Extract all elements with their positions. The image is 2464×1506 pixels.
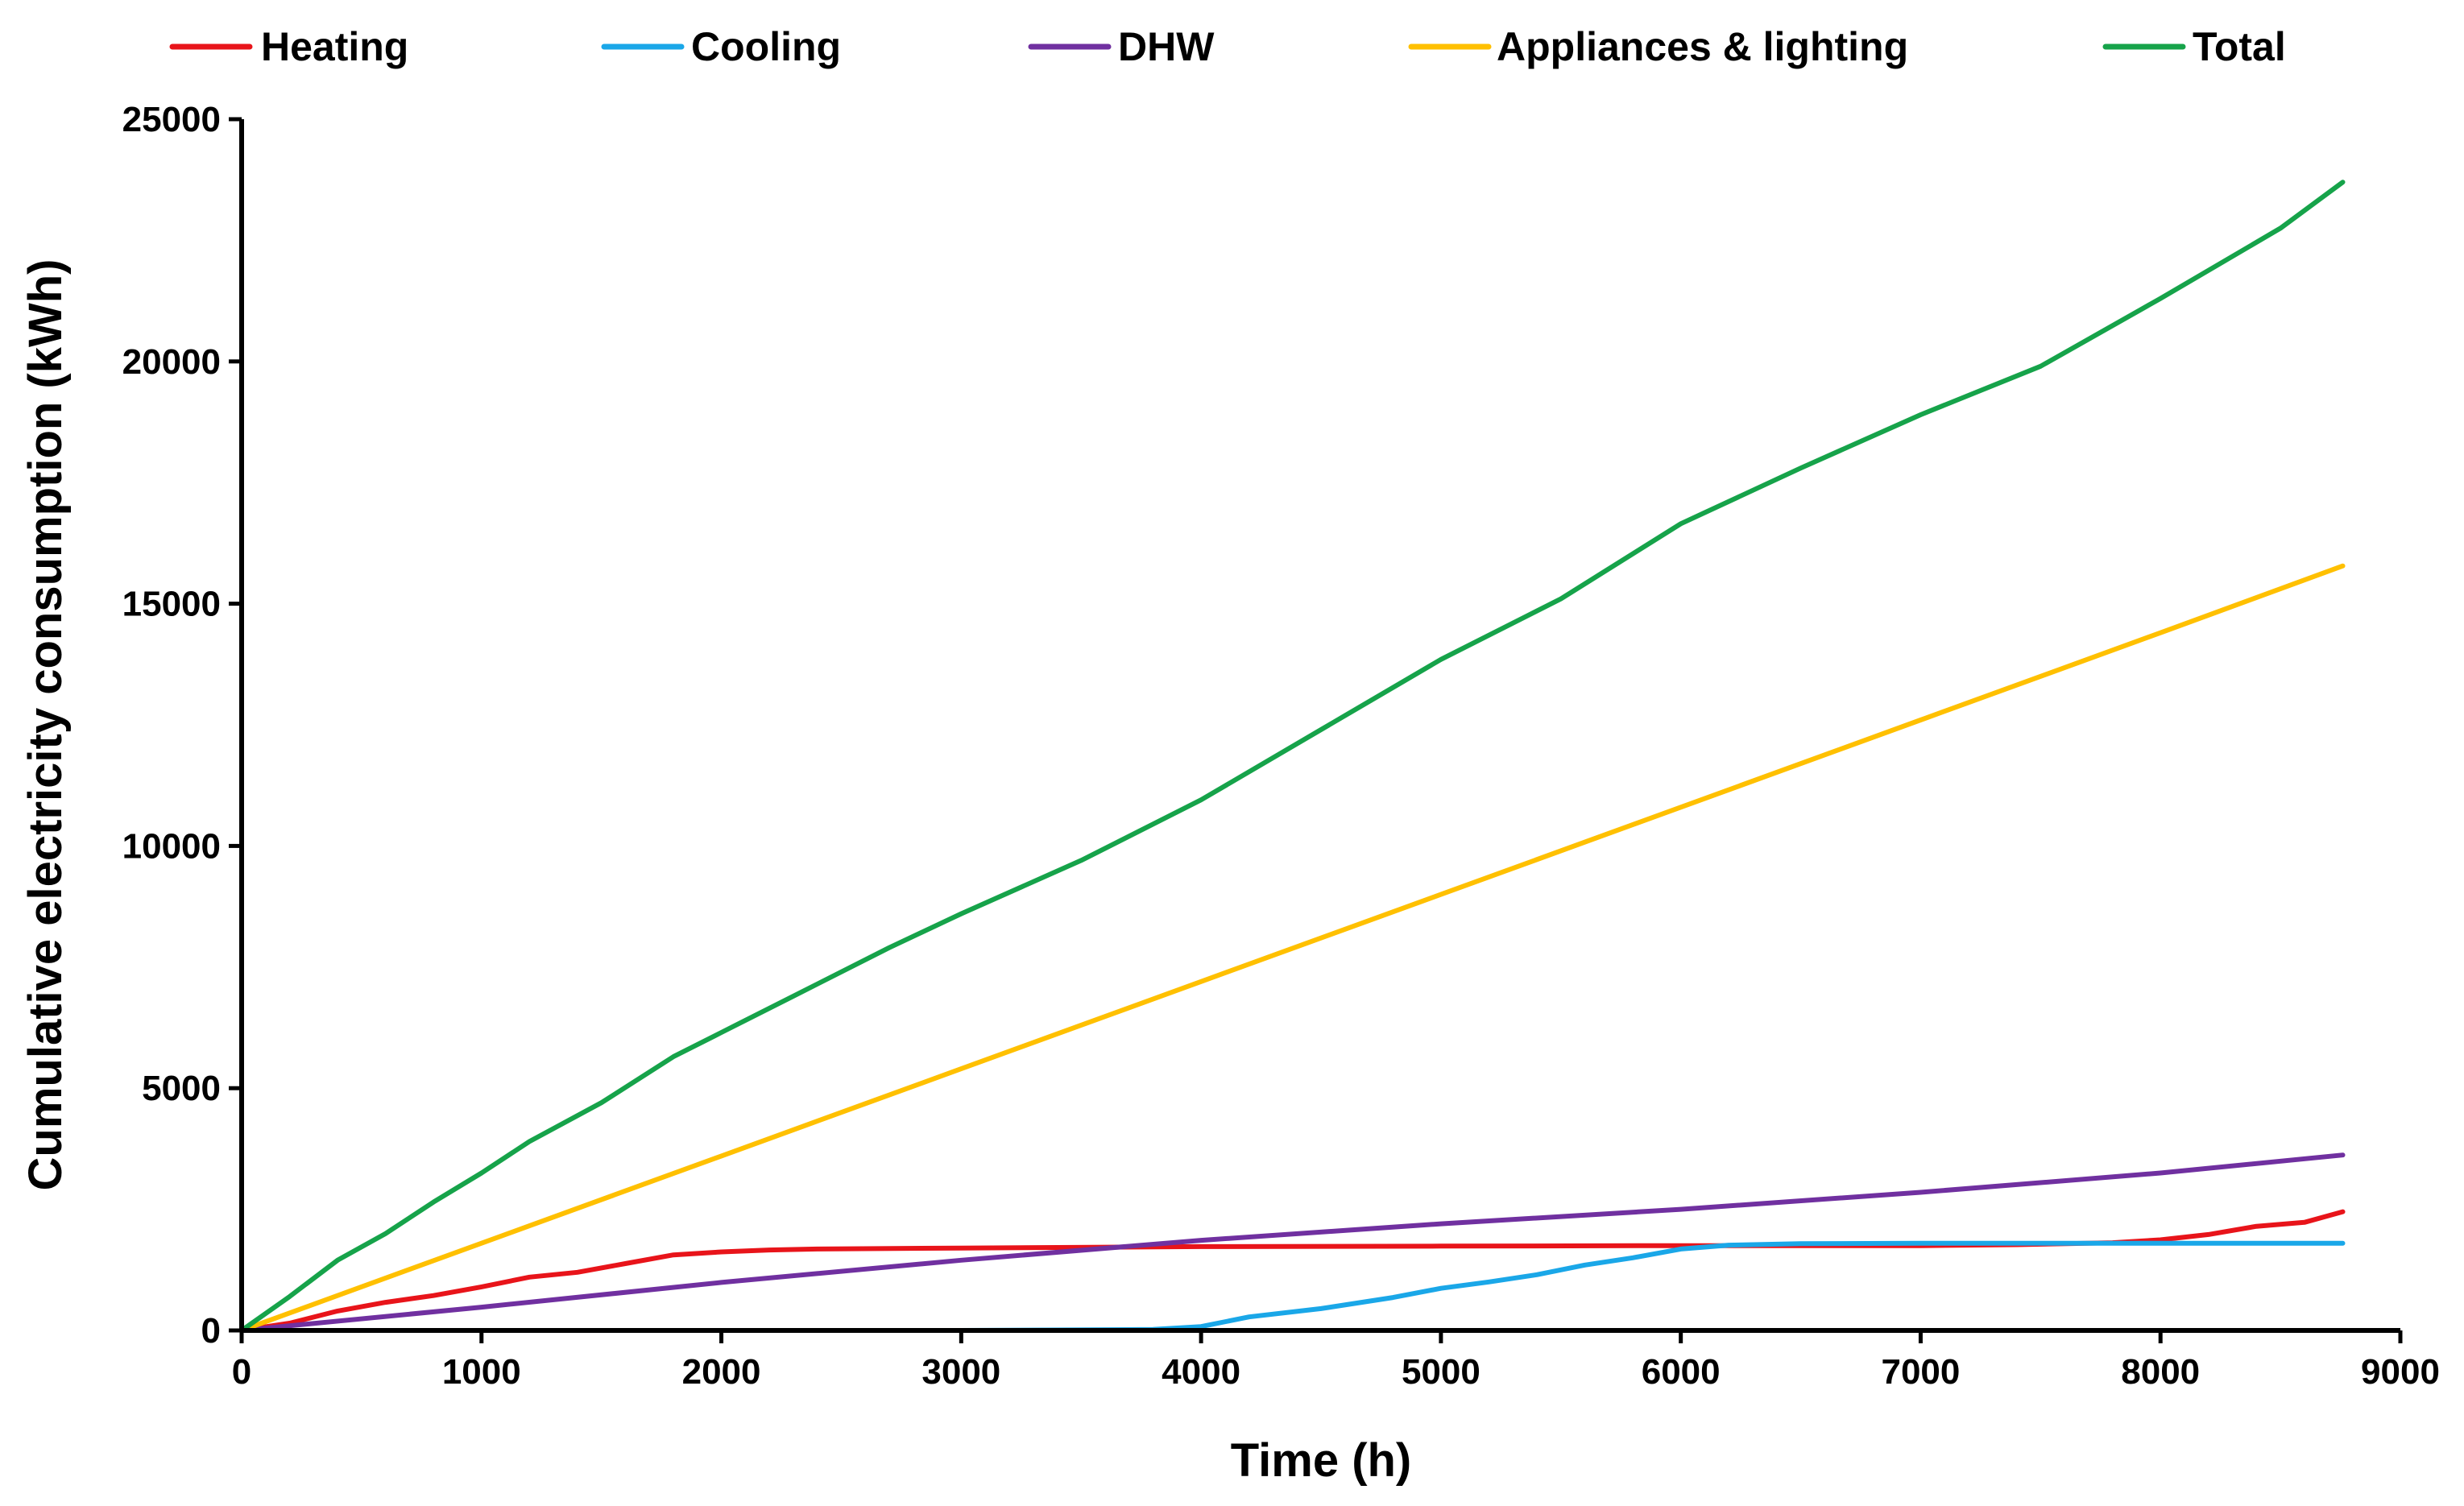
axes xyxy=(239,119,2400,1333)
series-line-heating xyxy=(239,1209,2346,1333)
x-tick-label: 9000 xyxy=(2361,1352,2440,1392)
legend-label: Total xyxy=(2193,24,2286,69)
y-tick-label: 10000 xyxy=(122,826,221,866)
ticks: 0 5000 10000 15000 20000 25000 0 1000 2000 3000 40… xyxy=(122,100,2440,1392)
legend-label: Heating xyxy=(261,24,408,69)
x-tick-label: 1000 xyxy=(442,1352,521,1392)
series-line-dhw xyxy=(239,1152,2346,1333)
x-axis-title: Time (h) xyxy=(1231,1434,1412,1487)
legend-item-dhw: DHW xyxy=(1028,24,1215,69)
series-line-appliances-lighting xyxy=(239,563,2346,1333)
y-tick-label: 25000 xyxy=(122,100,221,139)
y-tick-label: 15000 xyxy=(122,585,221,624)
y-tick-label: 5000 xyxy=(142,1069,221,1108)
x-tick-label: 6000 xyxy=(1642,1352,1721,1392)
y-tick-label: 20000 xyxy=(122,342,221,382)
y-axis-title: Cumulative electricity consumption (kWh) xyxy=(19,259,72,1191)
x-tick-label: 2000 xyxy=(682,1352,761,1392)
x-tick-label: 0 xyxy=(232,1352,251,1392)
legend-label: DHW xyxy=(1118,24,1215,69)
series-line-total xyxy=(239,180,2346,1333)
x-tick-label: 8000 xyxy=(2121,1352,2200,1392)
series-layer xyxy=(239,180,2346,1333)
legend-item-cooling: Cooling xyxy=(601,24,841,69)
x-tick-label: 7000 xyxy=(1881,1352,1960,1392)
legend-item-appliances-lighting: Appliances & lighting xyxy=(1408,24,1908,69)
legend: Heating Cooling DHW Appliances & lighting To… xyxy=(169,24,2286,69)
x-tick-label: 3000 xyxy=(921,1352,1000,1392)
legend-item-total: Total xyxy=(2102,24,2286,69)
x-tick-label: 5000 xyxy=(1402,1352,1480,1392)
series-line-cooling xyxy=(239,1240,2346,1333)
legend-label: Appliances & lighting xyxy=(1497,24,1908,69)
y-tick-label: 0 xyxy=(201,1311,221,1351)
legend-label: Cooling xyxy=(691,24,841,69)
legend-item-heating: Heating xyxy=(169,24,408,69)
x-tick-label: 4000 xyxy=(1162,1352,1240,1392)
